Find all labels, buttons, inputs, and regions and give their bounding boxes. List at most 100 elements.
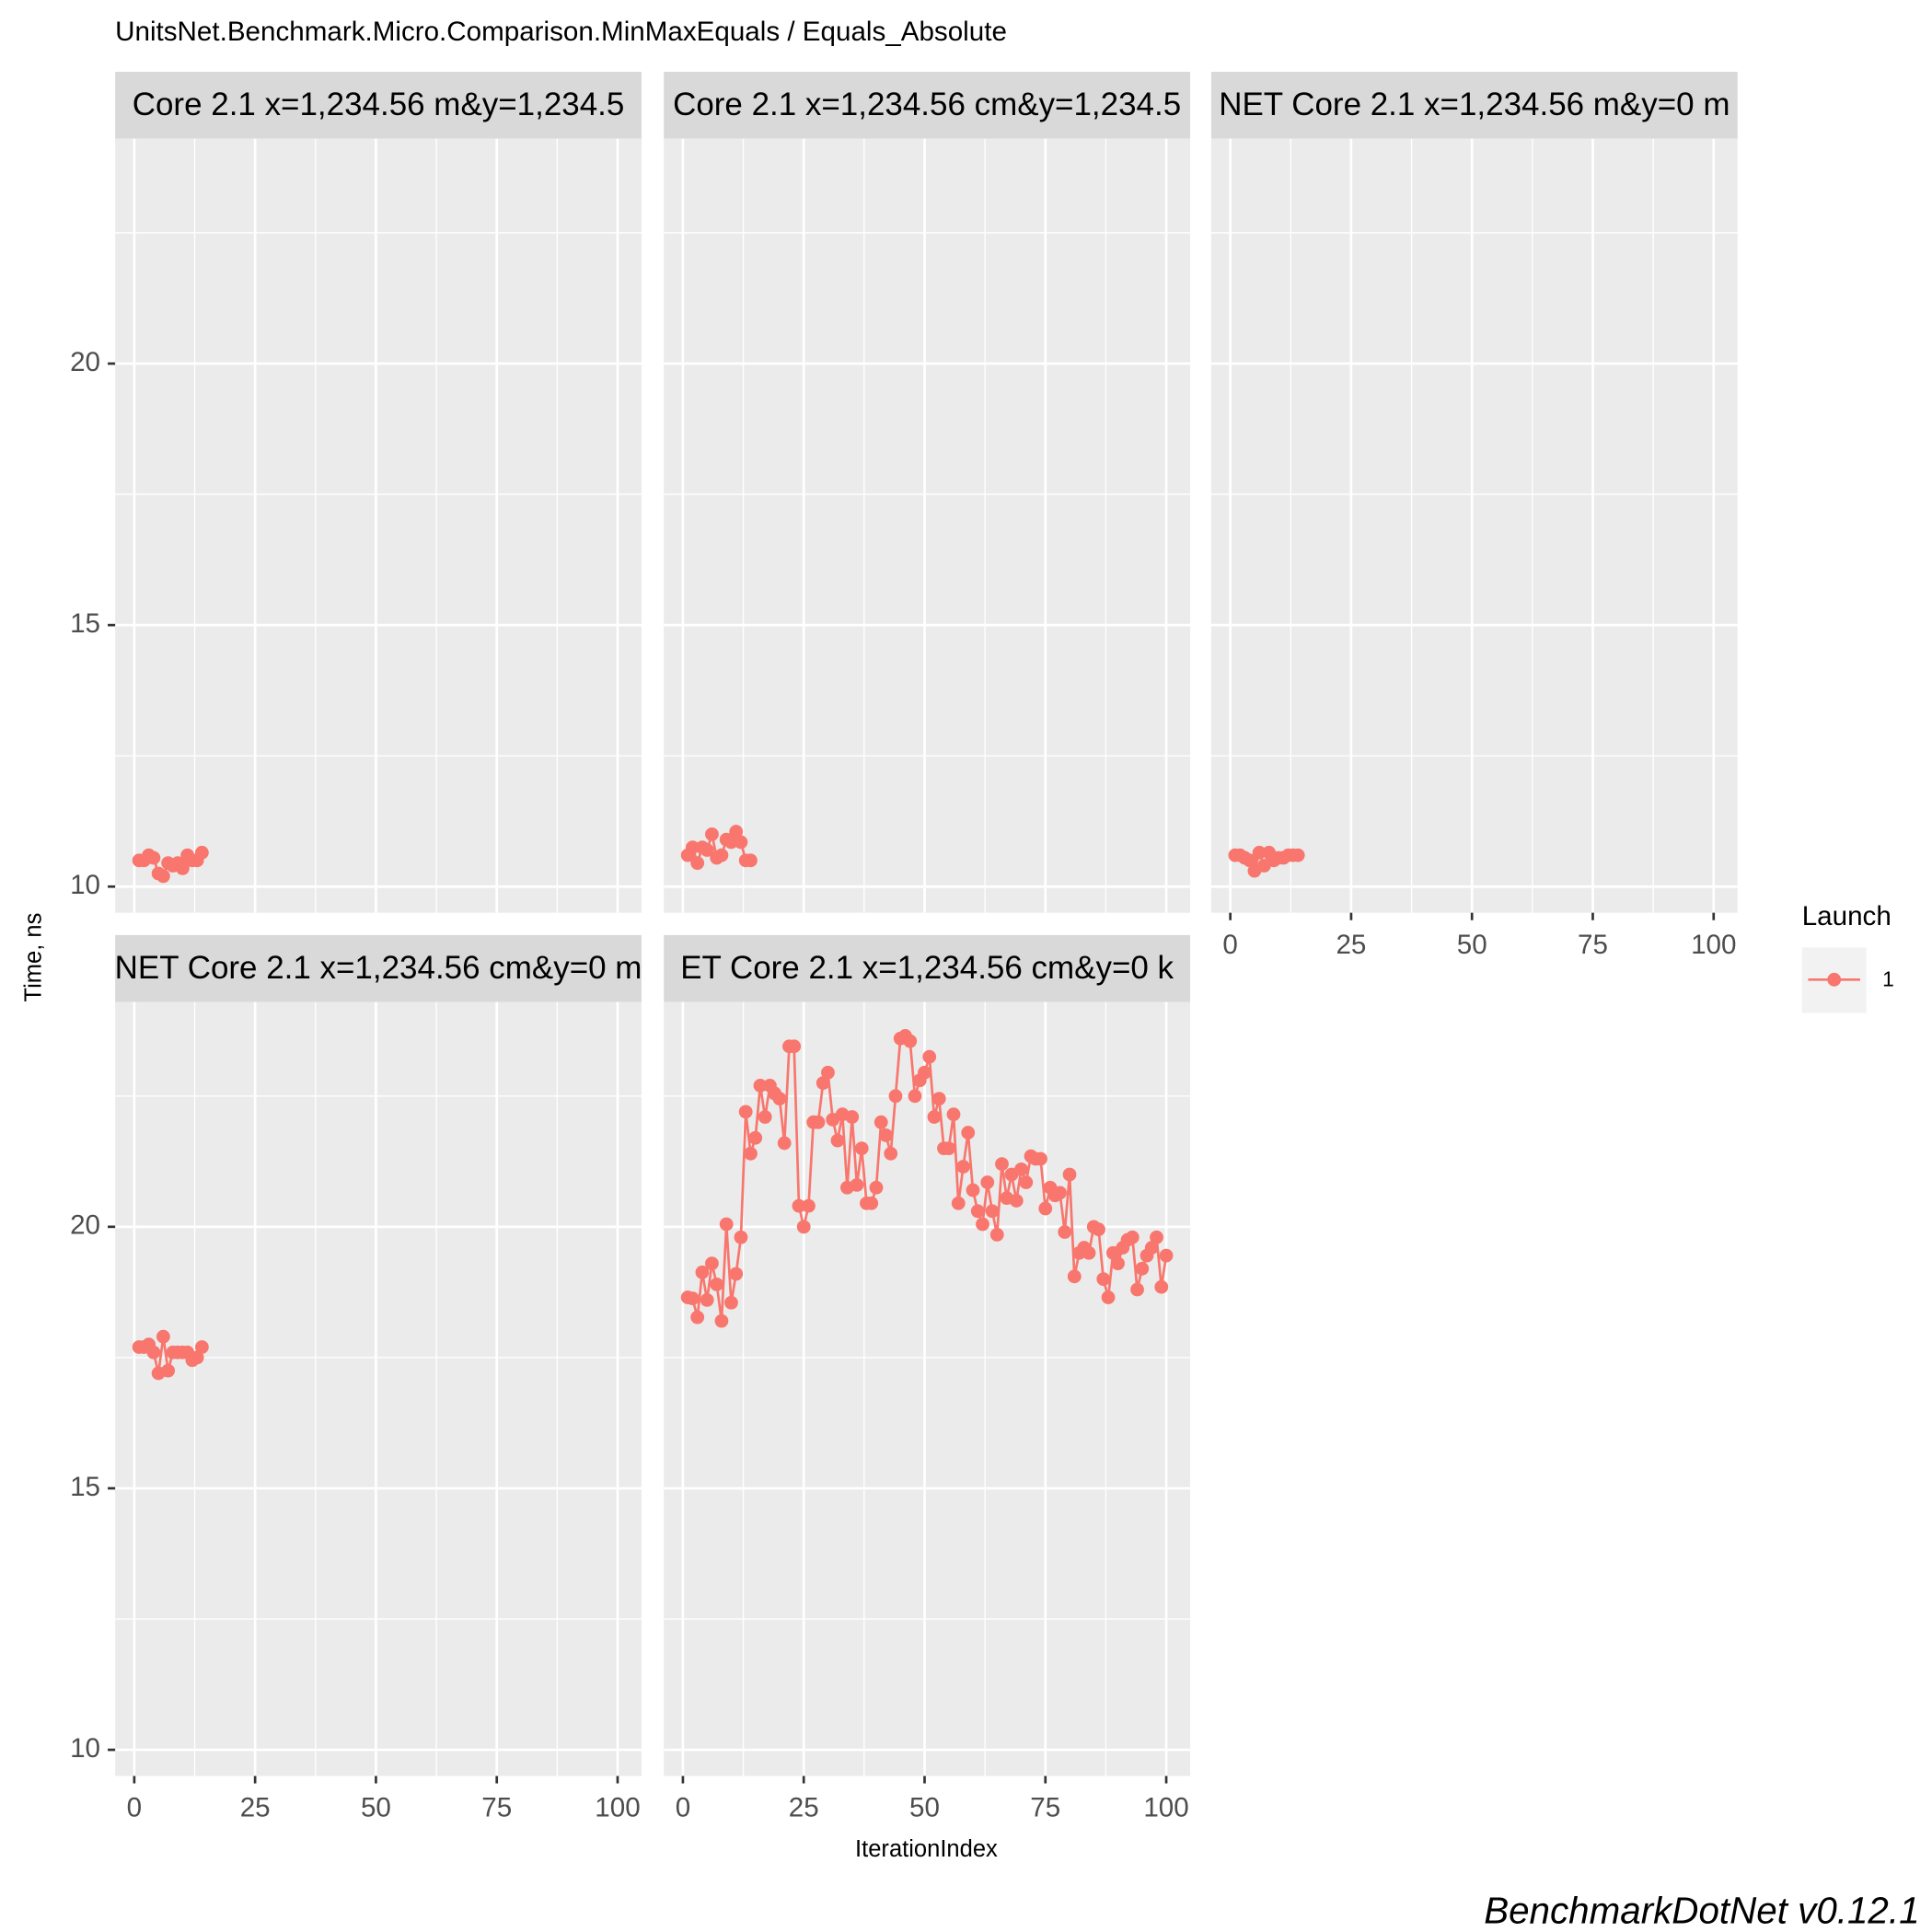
strip-title: ET Core 2.1 x=1,234.56 cm&y=0 k <box>680 950 1174 986</box>
data-point <box>1135 1261 1150 1276</box>
x-tick-label: 25 <box>789 1793 819 1823</box>
data-point <box>695 1265 710 1279</box>
x-tick-label: 100 <box>1691 930 1736 960</box>
data-point <box>1101 1290 1116 1304</box>
y-tick-label: 15 <box>70 1472 100 1502</box>
data-point <box>903 1034 918 1048</box>
y-tick-label: 10 <box>70 870 100 900</box>
data-point <box>985 1204 1000 1219</box>
data-point <box>980 1175 995 1189</box>
data-point <box>175 861 190 875</box>
strip <box>664 934 1191 1002</box>
data-point <box>970 1204 985 1219</box>
data-point <box>956 1160 970 1174</box>
y-tick-label: 20 <box>70 347 100 377</box>
data-point <box>946 1107 961 1122</box>
x-tick-label: 100 <box>595 1793 640 1823</box>
data-point <box>729 1267 744 1281</box>
x-tick-label: 50 <box>1457 930 1487 960</box>
data-point <box>753 1079 768 1093</box>
panel <box>115 138 642 913</box>
data-point <box>146 850 161 865</box>
data-point <box>700 843 714 857</box>
y-axis-title: Time, ns <box>20 913 46 1002</box>
data-point <box>744 1146 758 1161</box>
data-point <box>724 1295 738 1310</box>
data-point <box>156 869 170 884</box>
strip <box>1210 72 1738 139</box>
data-point <box>1062 1167 1077 1182</box>
data-point <box>966 1183 980 1197</box>
data-point <box>1019 1175 1034 1189</box>
y-tick-label: 20 <box>70 1210 100 1241</box>
data-point <box>161 1363 176 1378</box>
data-point <box>190 1350 204 1365</box>
data-point <box>1053 1186 1067 1200</box>
data-point <box>854 1141 869 1156</box>
data-point <box>1014 1162 1028 1176</box>
x-axis-title: IterationIndex <box>855 1836 998 1862</box>
data-point <box>995 1157 1009 1172</box>
data-point <box>850 1177 864 1192</box>
data-point <box>1082 1245 1096 1260</box>
data-point <box>710 1277 724 1291</box>
data-point <box>1009 1194 1024 1208</box>
data-point <box>748 1130 763 1145</box>
data-point <box>845 1110 860 1124</box>
data-point <box>951 1196 966 1210</box>
data-point <box>792 1198 806 1213</box>
strip <box>115 72 642 139</box>
data-point <box>931 1092 946 1106</box>
data-point <box>961 1126 976 1140</box>
data-point <box>830 1133 845 1148</box>
data-point <box>714 848 729 862</box>
data-point <box>864 1196 879 1210</box>
data-point <box>194 845 209 860</box>
data-point <box>884 1146 898 1161</box>
data-point <box>869 1180 884 1195</box>
y-tick-label: 10 <box>70 1733 100 1764</box>
x-tick-label: 0 <box>676 1793 690 1823</box>
data-point <box>719 1217 734 1232</box>
strip-title: NET Core 2.1 x=1,234.56 m&y=0 m <box>1219 87 1730 122</box>
legend-point <box>1827 972 1842 987</box>
data-point <box>758 1110 772 1124</box>
data-point <box>1125 1230 1140 1244</box>
data-point <box>1096 1272 1111 1287</box>
x-tick-label: 50 <box>909 1793 940 1823</box>
data-point <box>734 1230 748 1244</box>
data-point <box>686 840 700 855</box>
legend-label: 1 <box>1882 967 1894 991</box>
data-point <box>1252 845 1267 860</box>
data-point <box>908 1089 922 1104</box>
data-point <box>1058 1225 1072 1239</box>
chart-title: UnitsNet.Benchmark.Micro.Comparison.MinM… <box>115 17 1007 47</box>
data-point <box>922 1049 937 1064</box>
data-point <box>821 1065 835 1080</box>
data-point <box>772 1092 787 1106</box>
data-point <box>1111 1256 1125 1271</box>
x-tick-label: 25 <box>1336 930 1366 960</box>
data-point <box>976 1217 989 1232</box>
data-point <box>690 856 705 871</box>
data-point <box>811 1115 826 1129</box>
data-point <box>1144 1241 1159 1255</box>
data-point <box>734 835 748 850</box>
data-point <box>1290 848 1305 862</box>
panel <box>1210 138 1738 913</box>
data-point <box>777 1136 792 1151</box>
data-point <box>146 1345 161 1359</box>
x-tick-label: 0 <box>127 1793 142 1823</box>
data-point <box>724 835 738 850</box>
data-point <box>1243 853 1257 868</box>
data-point <box>816 1076 830 1090</box>
data-point <box>1038 1201 1053 1216</box>
data-point <box>194 1340 209 1354</box>
x-tick-label: 25 <box>240 1793 271 1823</box>
data-point <box>1154 1279 1169 1294</box>
data-point <box>1034 1151 1047 1166</box>
data-point <box>1067 1269 1082 1284</box>
data-point <box>1150 1230 1163 1244</box>
